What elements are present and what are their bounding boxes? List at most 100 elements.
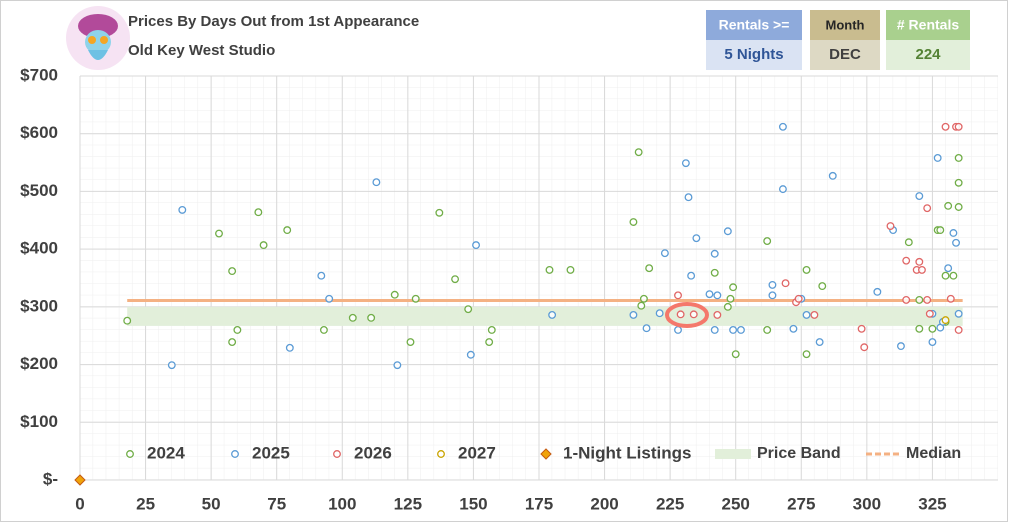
price-band	[127, 306, 963, 326]
point	[637, 301, 646, 310]
point	[828, 171, 837, 180]
legend-label: 1-Night Listings	[563, 443, 691, 462]
x-tick-label: 275	[787, 494, 815, 513]
x-tick-label: 0	[75, 494, 84, 513]
filter-label: Month	[826, 17, 865, 32]
y-tick-label: $-	[43, 469, 58, 488]
filter-value-box	[706, 40, 802, 70]
point	[941, 316, 950, 325]
point	[902, 256, 911, 265]
point	[729, 283, 738, 292]
point	[949, 229, 958, 237]
point	[466, 350, 475, 359]
point	[123, 316, 132, 325]
filter-value: DEC	[829, 46, 861, 63]
y-tick-label: $200	[20, 354, 58, 373]
point	[566, 265, 575, 274]
x-tick-label: 50	[202, 494, 221, 513]
point	[902, 295, 911, 304]
y-tick-label: $500	[20, 181, 58, 200]
point	[923, 295, 932, 304]
legend-marker	[333, 450, 341, 458]
subtitle: Old Key West Studio	[128, 42, 275, 59]
point	[254, 208, 263, 217]
point	[317, 271, 326, 280]
point	[802, 350, 811, 359]
legend-marker	[437, 450, 445, 458]
point	[74, 474, 86, 486]
point	[915, 295, 924, 304]
logo	[66, 6, 130, 70]
y-tick-label: $300	[20, 296, 58, 315]
point	[639, 294, 648, 303]
point	[917, 265, 926, 274]
point	[925, 309, 934, 318]
point	[393, 361, 402, 370]
x-tick-label: 200	[590, 494, 618, 513]
point	[319, 325, 328, 334]
point	[348, 313, 357, 322]
y-tick-label: $600	[20, 123, 58, 142]
point	[954, 309, 963, 318]
point	[815, 338, 824, 347]
point	[325, 294, 334, 303]
legend-label: Price Band	[757, 445, 841, 462]
point	[372, 178, 381, 187]
point	[954, 154, 963, 162]
point	[705, 290, 714, 299]
point	[681, 159, 690, 168]
point	[781, 279, 790, 288]
point	[778, 122, 787, 131]
x-tick-label: 325	[918, 494, 946, 513]
filter-label-box	[810, 10, 880, 40]
point	[215, 229, 223, 238]
point	[723, 302, 732, 311]
point	[904, 238, 913, 247]
point	[763, 237, 772, 246]
point	[228, 267, 237, 276]
point	[802, 265, 811, 274]
point	[915, 192, 924, 200]
point	[941, 122, 950, 131]
legend-label: Median	[906, 445, 961, 462]
point	[406, 338, 415, 347]
point	[259, 241, 268, 250]
point	[952, 238, 960, 247]
filter-value-box	[886, 40, 970, 70]
x-tick-label: 175	[525, 494, 553, 513]
point	[949, 271, 958, 280]
point	[713, 310, 722, 319]
point	[710, 249, 719, 258]
x-tick-label: 75	[267, 494, 286, 513]
point	[642, 324, 651, 333]
x-tick-label: 150	[459, 494, 487, 513]
x-tick-label: 100	[328, 494, 356, 513]
point	[954, 122, 963, 131]
point	[167, 361, 176, 370]
highlight	[665, 302, 709, 328]
point	[726, 294, 735, 303]
legend-label: 2026	[354, 443, 392, 462]
point	[710, 325, 719, 334]
y-tick-label: $100	[20, 412, 58, 431]
point	[233, 325, 242, 334]
point	[713, 291, 722, 300]
point	[285, 343, 294, 352]
point	[954, 325, 963, 334]
point	[763, 325, 772, 334]
point	[897, 342, 905, 351]
point	[778, 185, 787, 194]
point	[810, 310, 819, 319]
point	[944, 201, 953, 210]
point	[954, 203, 963, 211]
point	[687, 271, 696, 280]
point	[178, 205, 187, 214]
legend-label: 2024	[147, 443, 185, 462]
point	[915, 257, 924, 266]
point	[915, 324, 924, 333]
filter-label: # Rentals	[897, 17, 959, 33]
legend-marker	[126, 450, 134, 458]
point	[768, 291, 777, 300]
point	[367, 313, 376, 322]
